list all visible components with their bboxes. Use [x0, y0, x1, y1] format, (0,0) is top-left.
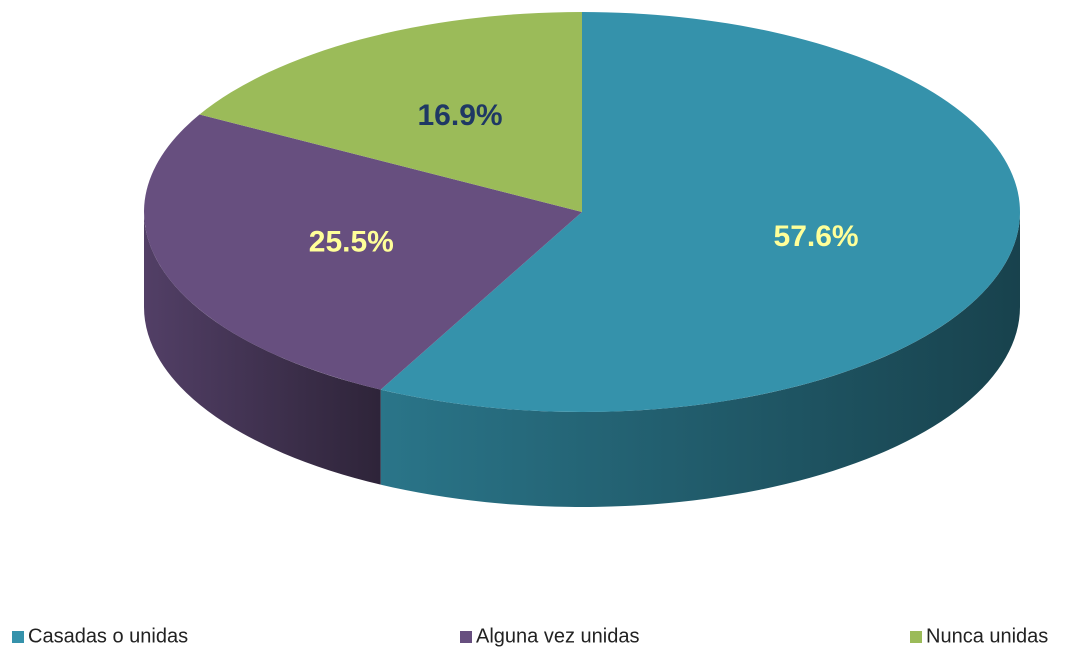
- value-label: 25.5%: [309, 226, 394, 259]
- legend-label: Casadas o unidas: [28, 625, 188, 647]
- legend-swatch: [460, 631, 472, 643]
- value-label: 57.6%: [774, 220, 859, 253]
- slice-side: [380, 212, 1021, 507]
- slice-side: [143, 212, 381, 485]
- slice: [144, 114, 582, 390]
- slice: [380, 12, 1021, 413]
- legend-label: Alguna vez unidas: [476, 625, 639, 647]
- legend-swatch: [12, 631, 24, 643]
- value-label: 16.9%: [417, 99, 502, 132]
- slice: [199, 12, 582, 212]
- legend-swatch: [910, 631, 922, 643]
- legend-label: Nunca unidas: [926, 625, 1048, 647]
